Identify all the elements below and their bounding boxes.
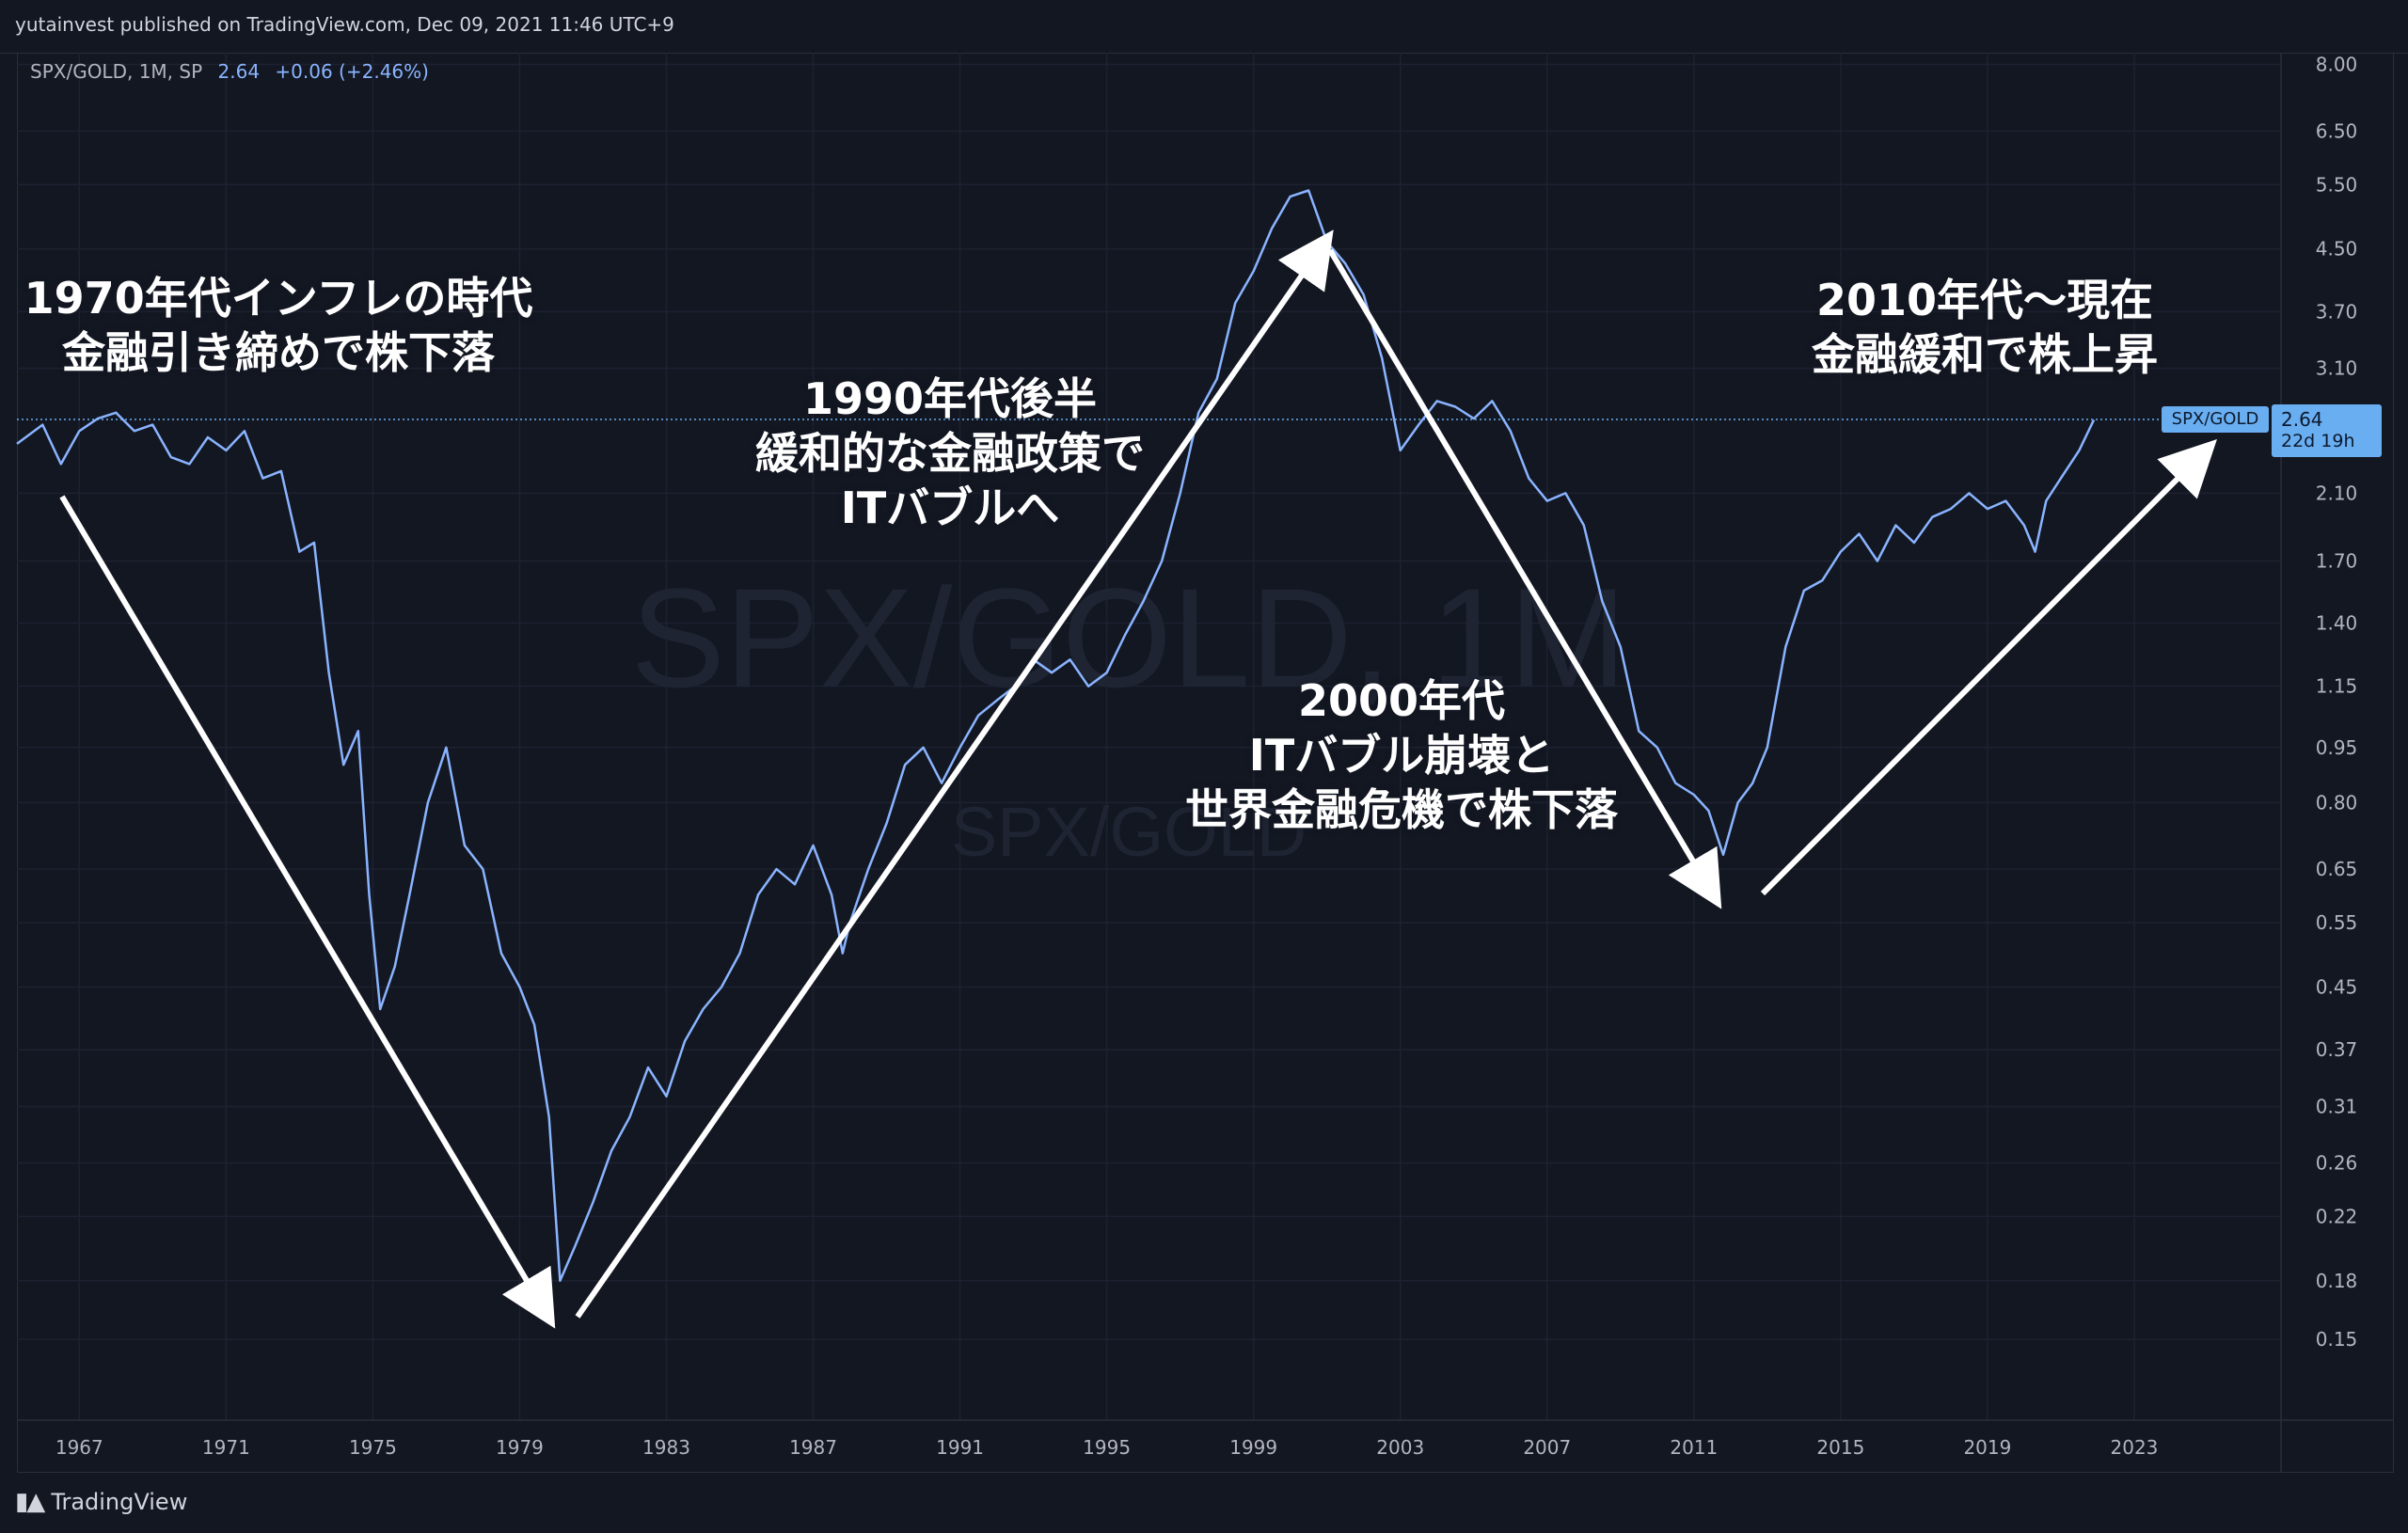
annotation-2000s: 2000年代 ITバブル崩壊と 世界金融危機で株下落 <box>1138 673 1665 837</box>
x-tick-label: 1971 <box>202 1436 250 1459</box>
x-tick-label: 2023 <box>2111 1436 2159 1459</box>
x-tick-label: 2011 <box>1670 1436 1718 1459</box>
bar-countdown: 22d 19h <box>2281 431 2355 451</box>
y-tick-label: 8.00 <box>2316 54 2358 76</box>
y-tick-label: 0.18 <box>2316 1270 2358 1292</box>
x-tick-label: 1987 <box>789 1436 837 1459</box>
y-tick-label: 3.10 <box>2316 357 2358 380</box>
spx-gold-line <box>16 189 2096 1283</box>
tradingview-logo-icon: ▮▲ <box>15 1488 45 1516</box>
y-tick-label: 0.37 <box>2316 1038 2358 1061</box>
chart-watermark: SPX/GOLD, 1M SPX/GOLD <box>631 559 1627 871</box>
legend-change: +0.06 (+2.46%) <box>275 60 429 83</box>
annotation-line: 金融引き締めで株下落 <box>62 327 495 378</box>
series-layer <box>16 189 2096 1283</box>
tradingview-brand: TradingView <box>51 1489 188 1515</box>
annotation-line: 2010年代〜現在 <box>1815 275 2154 325</box>
x-tick-label: 2007 <box>1523 1436 1571 1459</box>
trend-arrow-1970s <box>59 495 556 1329</box>
axis-layer: 8.00 6.50 5.50 4.50 3.70 3.10 2.10 1.70 1.40 1.15… <box>17 53 2394 1473</box>
trend-arrow-2010s <box>1760 439 2217 896</box>
y-tick-label: 0.65 <box>2316 858 2358 880</box>
y-tick-label: 0.26 <box>2316 1151 2358 1174</box>
x-tick-label: 2015 <box>1816 1436 1864 1459</box>
y-tick-label: 0.95 <box>2316 736 2358 759</box>
grid-lines <box>17 53 2281 1420</box>
y-tick-label: 0.15 <box>2316 1328 2358 1351</box>
x-tick-label: 1991 <box>936 1436 984 1459</box>
chart-legend: SPX/GOLD, 1M, SP 2.64 +0.06 (+2.46%) <box>30 60 429 83</box>
bottom-bar <box>0 1473 2408 1533</box>
trend-arrow-1980s-1990s <box>575 229 1334 1319</box>
annotation-line: 世界金融危機で株下落 <box>1185 784 1618 835</box>
x-tick-label: 1975 <box>349 1436 397 1459</box>
annotation-line: 金融緩和で株上昇 <box>1812 329 2158 380</box>
y-tick-label: 2.10 <box>2316 482 2358 504</box>
annotation-line: 緩和的な金融政策で <box>755 428 1145 479</box>
y-tick-label: 0.22 <box>2316 1205 2358 1227</box>
x-tick-label: 1999 <box>1229 1436 1277 1459</box>
trend-arrow-2000s <box>1327 248 1722 909</box>
y-tick-label: 6.50 <box>2316 119 2358 142</box>
x-tick-label: 1995 <box>1083 1436 1131 1459</box>
x-tick-label: 2019 <box>1963 1436 2011 1459</box>
y-tick-label: 1.70 <box>2316 549 2358 572</box>
legend-symbol: SPX/GOLD, 1M, SP <box>30 60 203 83</box>
trend-arrows <box>59 229 2217 1329</box>
annotation-1970s: 1970年代インフレの時代 金融引き締めで株下落 <box>15 271 542 380</box>
annotation-line: ITバブル崩壊と <box>1248 730 1555 781</box>
legend-value: 2.64 <box>217 60 261 83</box>
y-tick-label: 1.40 <box>2316 612 2358 635</box>
chart-canvas[interactable]: SPX/GOLD, 1M SPX/GOLD 8.00 6.50 5.50 4.50 3.… <box>0 0 2408 1473</box>
tradingview-logo[interactable]: ▮▲ TradingView <box>15 1488 187 1516</box>
y-tick-label: 0.45 <box>2316 975 2358 998</box>
annotation-line: 2000年代 <box>1297 675 1506 726</box>
x-tick-label: 1983 <box>642 1436 690 1459</box>
annotation-2010s: 2010年代〜現在 金融緩和で株上昇 <box>1740 273 2229 382</box>
top-bar: yutainvest published on TradingView.com,… <box>0 0 2408 54</box>
last-price-label: 2.64 22d 19h <box>2272 404 2382 457</box>
annotation-line: ITバブルへ <box>840 482 1060 533</box>
y-tick-label: 0.31 <box>2316 1096 2358 1118</box>
y-tick-label: 0.55 <box>2316 911 2358 934</box>
y-tick-label: 3.70 <box>2316 300 2358 323</box>
annotation-line: 1990年代後半 <box>802 373 1098 424</box>
watermark-main: SPX/GOLD, 1M <box>631 559 1627 717</box>
chart-area[interactable] <box>17 53 2394 1473</box>
series-name-tag: SPX/GOLD <box>2162 406 2269 433</box>
annotation-1990s: 1990年代後半 緩和的な金融政策で ITバブルへ <box>705 371 1195 535</box>
publisher-info: yutainvest published on TradingView.com,… <box>15 13 674 36</box>
watermark-sub: SPX/GOLD <box>951 793 1307 871</box>
annotation-line: 1970年代インフレの時代 <box>24 273 533 324</box>
last-price-value: 2.64 <box>2281 408 2323 431</box>
y-tick-label: 0.80 <box>2316 791 2358 814</box>
y-tick-label: 1.15 <box>2316 675 2358 698</box>
x-tick-label: 1967 <box>55 1436 103 1459</box>
y-tick-label: 5.50 <box>2316 173 2358 196</box>
x-tick-label: 2003 <box>1376 1436 1424 1459</box>
x-tick-label: 1979 <box>496 1436 544 1459</box>
y-tick-label: 4.50 <box>2316 238 2358 261</box>
